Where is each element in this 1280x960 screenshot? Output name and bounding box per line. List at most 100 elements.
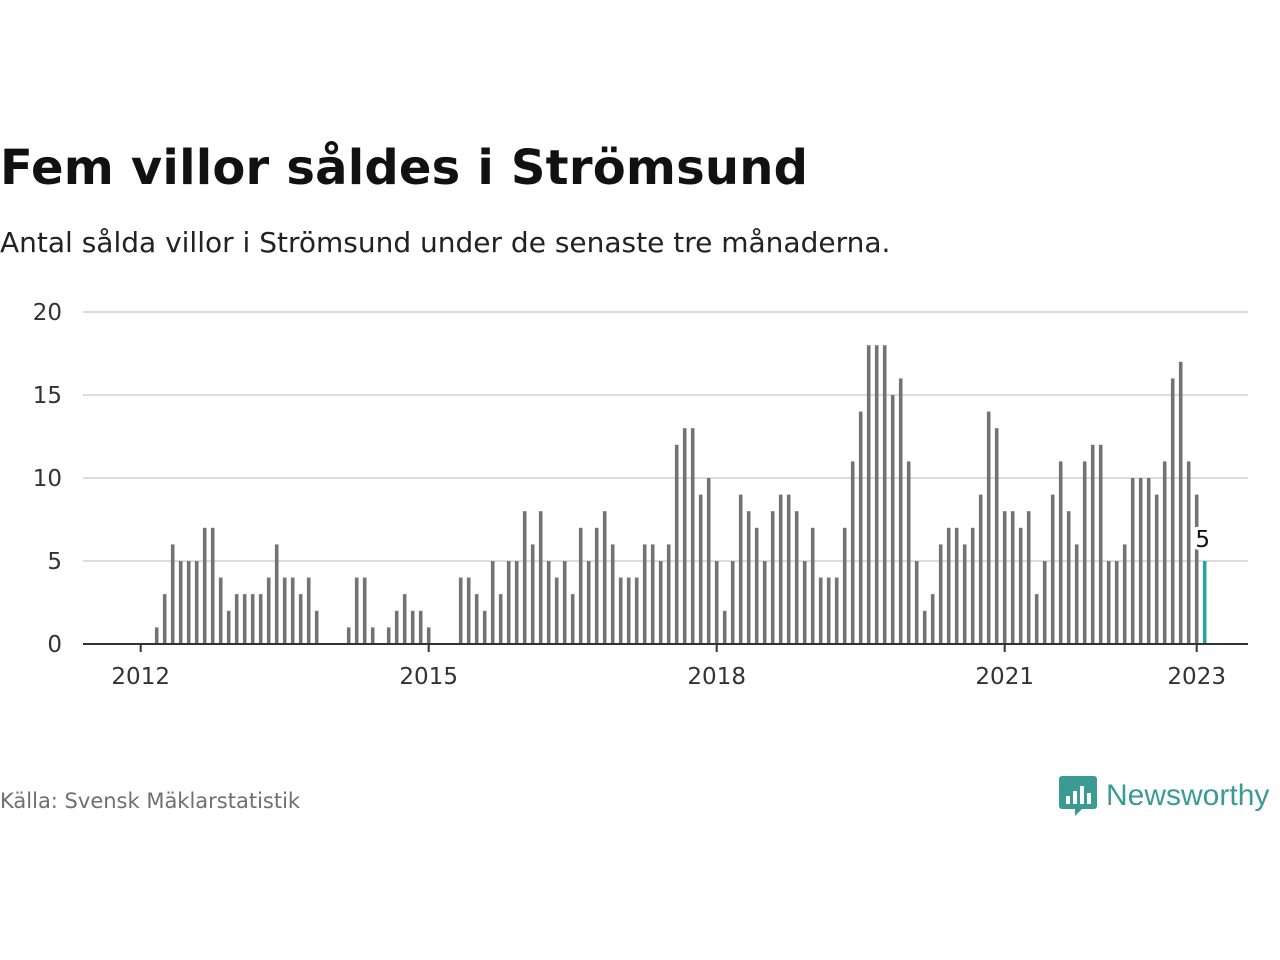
bar <box>770 511 775 644</box>
brand-name: Newsworthy <box>1106 779 1270 812</box>
bar <box>906 461 911 644</box>
bar <box>418 610 423 644</box>
bar <box>978 494 983 644</box>
bar <box>890 395 895 644</box>
bar <box>666 544 671 644</box>
bar <box>1058 461 1063 644</box>
bar <box>962 544 967 644</box>
bar <box>562 561 567 644</box>
bar <box>266 577 271 644</box>
bar <box>986 411 991 644</box>
bar <box>1122 544 1127 644</box>
bar <box>474 594 479 644</box>
y-tick-label: 20 <box>33 300 62 326</box>
bar <box>274 544 279 644</box>
y-tick-label: 0 <box>47 632 62 658</box>
bar <box>634 577 639 644</box>
bar <box>514 561 519 644</box>
bar <box>498 594 503 644</box>
bar <box>858 411 863 644</box>
bar <box>466 577 471 644</box>
bar <box>218 577 223 644</box>
bar <box>1066 511 1071 644</box>
bar <box>762 561 767 644</box>
bar <box>570 594 575 644</box>
bar <box>370 627 375 644</box>
bar <box>802 561 807 644</box>
bar <box>482 610 487 644</box>
x-tick-label: 2021 <box>975 664 1034 690</box>
bar <box>1002 511 1007 644</box>
bar <box>850 461 855 644</box>
bar <box>1154 494 1159 644</box>
bar <box>946 527 951 644</box>
bar <box>290 577 295 644</box>
bar <box>874 345 879 644</box>
bar <box>154 627 159 644</box>
bar <box>1106 561 1111 644</box>
bar <box>730 561 735 644</box>
bar <box>938 544 943 644</box>
bar <box>1146 478 1151 644</box>
bar <box>178 561 183 644</box>
bar <box>1090 444 1095 644</box>
bar <box>386 627 391 644</box>
y-tick-label: 5 <box>47 549 62 575</box>
bar <box>642 544 647 644</box>
bar <box>162 594 167 644</box>
bar <box>1114 561 1119 644</box>
bar <box>810 527 815 644</box>
bar <box>1018 527 1023 644</box>
x-tick-label: 2015 <box>399 664 458 690</box>
bar <box>346 627 351 644</box>
bar <box>1042 561 1047 644</box>
bar <box>1034 594 1039 644</box>
bar <box>546 561 551 644</box>
bar <box>594 527 599 644</box>
bar <box>458 577 463 644</box>
bar <box>202 527 207 644</box>
bar <box>778 494 783 644</box>
bar <box>1186 461 1191 644</box>
bar <box>538 511 543 644</box>
bar <box>170 544 175 644</box>
bar <box>922 610 927 644</box>
bar <box>738 494 743 644</box>
bar <box>250 594 255 644</box>
bar <box>1130 478 1135 644</box>
bar <box>834 577 839 644</box>
bar <box>786 494 791 644</box>
bar <box>490 561 495 644</box>
y-tick-label: 15 <box>33 383 62 409</box>
bar <box>1178 361 1183 644</box>
bar <box>706 478 711 644</box>
bar <box>522 511 527 644</box>
bar <box>866 345 871 644</box>
bar <box>682 428 687 644</box>
bar <box>586 561 591 644</box>
bar <box>618 577 623 644</box>
bar <box>754 527 759 644</box>
bar <box>210 527 215 644</box>
bar <box>818 577 823 644</box>
bar <box>1138 478 1143 644</box>
bar-highlight <box>1202 561 1207 644</box>
bar <box>194 561 199 644</box>
bar <box>794 511 799 644</box>
bar <box>1050 494 1055 644</box>
bar <box>530 544 535 644</box>
bar <box>362 577 367 644</box>
bar <box>914 561 919 644</box>
bar <box>1082 461 1087 644</box>
bar <box>690 428 695 644</box>
bar <box>650 544 655 644</box>
bar <box>1010 511 1015 644</box>
chart-subtitle: Antal sålda villor i Strömsund under de … <box>0 226 891 259</box>
bar <box>306 577 311 644</box>
bar <box>994 428 999 644</box>
bar <box>426 627 431 644</box>
bar <box>842 527 847 644</box>
brand-logo: Newsworthy <box>1058 774 1269 818</box>
bar <box>578 527 583 644</box>
x-tick-label: 2023 <box>1167 664 1226 690</box>
